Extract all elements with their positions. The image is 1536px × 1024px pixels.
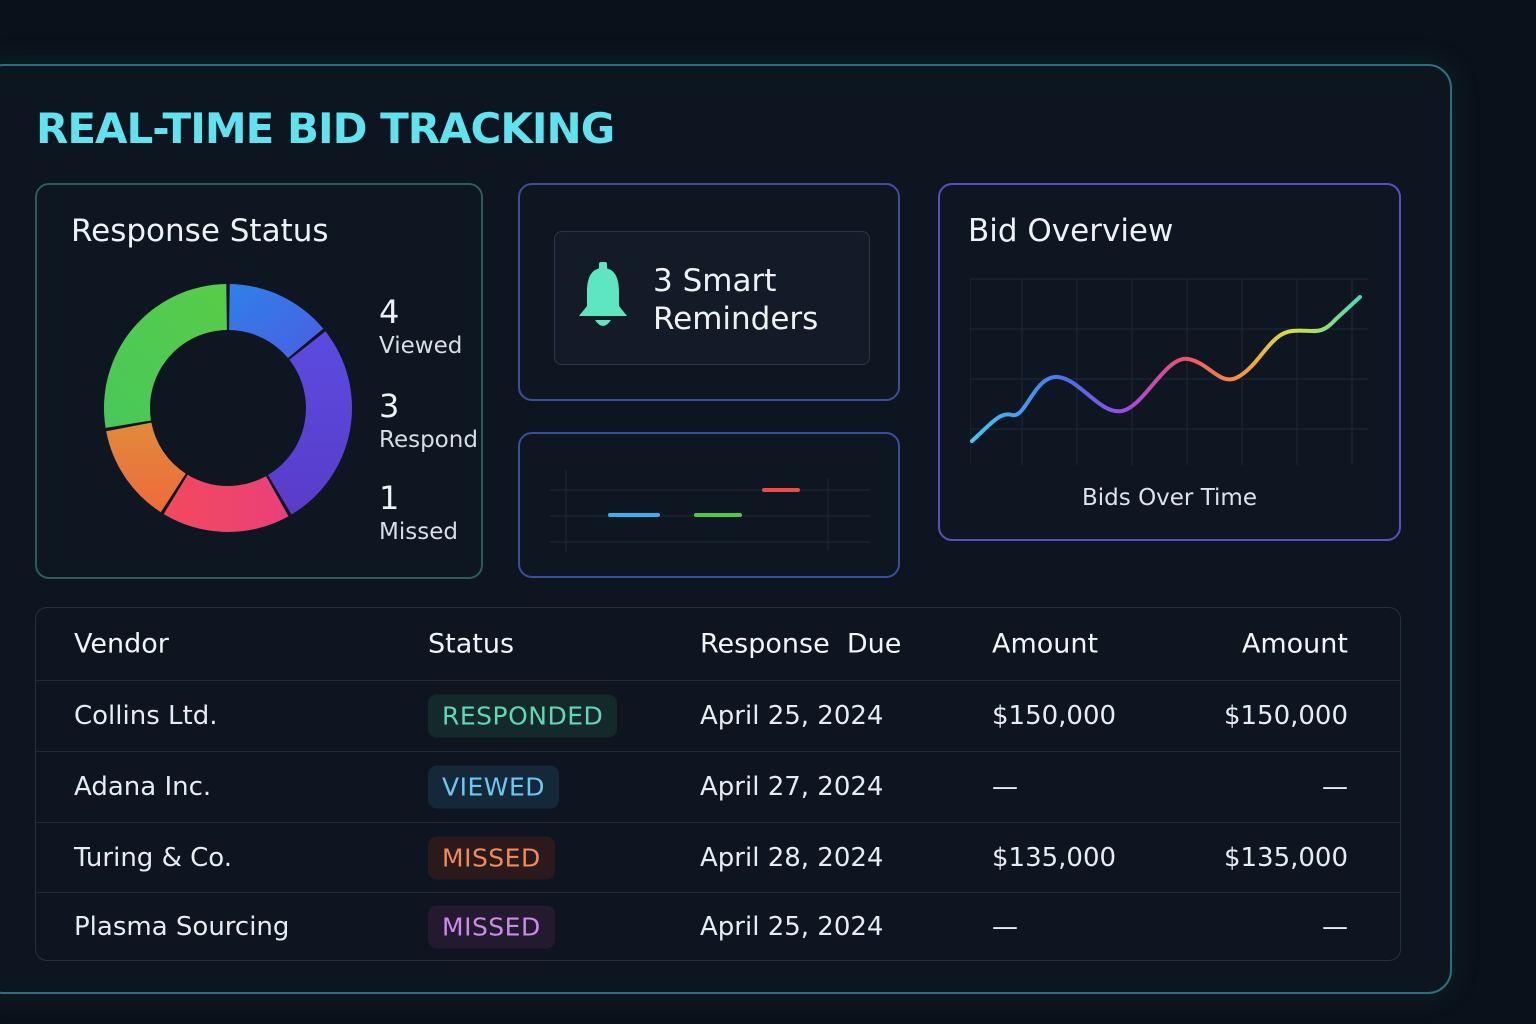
amount-value-2: $135,000: [1223, 842, 1348, 873]
response-status-card: Response Status 4 Viewed 3 Respond 1 Mis…: [35, 183, 483, 579]
amount-value: $150,000: [992, 701, 1117, 731]
stat-viewed-value: 4: [379, 293, 400, 331]
table-header-row: Vendor Status Response Due Amount Amount: [36, 608, 1400, 680]
amount-value-2: —: [1322, 911, 1348, 942]
stat-respond-value: 3: [379, 387, 400, 425]
mini-bar-blue: [608, 513, 660, 517]
bid-overview-title: Bid Overview: [968, 213, 1174, 249]
stat-missed-label: Missed: [379, 519, 458, 545]
response-donut-chart: [104, 284, 352, 532]
donut-segment-blue: [229, 284, 324, 359]
bids-table: Vendor Status Response Due Amount Amount…: [35, 607, 1401, 961]
table-row[interactable]: Adana Inc. VIEWED April 27, 2024 — —: [36, 751, 1400, 822]
stat-respond: 3 Respond: [379, 387, 478, 453]
status-badge-cell: MISSED: [428, 905, 555, 948]
amount-value-2: $150,000: [1223, 701, 1348, 731]
mini-bar-green: [694, 513, 742, 517]
response-status-title: Response Status: [71, 213, 329, 249]
status-badge: MISSED: [428, 905, 555, 948]
table-row[interactable]: Collins Ltd. RESPONDED April 25, 2024 $1…: [36, 680, 1400, 751]
stat-viewed: 4 Viewed: [379, 293, 462, 359]
smart-reminders-card[interactable]: 3 Smart Reminders: [518, 183, 900, 401]
response-due-date: April 27, 2024: [700, 772, 884, 802]
mini-timeline-chart: [550, 470, 870, 552]
table-row[interactable]: Turing & Co. MISSED April 28, 2024 $135,…: [36, 822, 1400, 892]
page-title: REAL-TIME BID TRACKING: [36, 104, 615, 153]
table-row[interactable]: Plasma Sourcing MISSED April 25, 2024 — …: [36, 892, 1400, 960]
response-due-date: April 28, 2024: [700, 842, 884, 873]
bid-overview-caption: Bids Over Time: [1082, 485, 1257, 511]
mini-bar-red: [762, 488, 800, 492]
reminder-box[interactable]: 3 Smart Reminders: [554, 231, 870, 365]
donut-segment-orange: [106, 422, 186, 513]
amount-value: $135,000: [992, 842, 1117, 873]
status-badge-cell: RESPONDED: [428, 694, 618, 738]
header-response-due[interactable]: Response Due: [700, 628, 902, 660]
amount-value-2: —: [1322, 772, 1348, 802]
response-due-date: April 25, 2024: [700, 911, 884, 942]
vendor-name: Turing & Co.: [74, 842, 232, 873]
status-badge: VIEWED: [428, 765, 560, 809]
vendor-name: Collins Ltd.: [74, 701, 218, 731]
bell-icon: [579, 262, 627, 326]
vendor-name: Adana Inc.: [74, 772, 212, 802]
header-amount[interactable]: Amount: [992, 628, 1099, 660]
status-badge-cell: MISSED: [428, 836, 555, 879]
stat-viewed-label: Viewed: [379, 333, 463, 359]
donut-segment-red: [163, 474, 289, 532]
stat-missed: 1 Missed: [379, 479, 458, 545]
bids-over-time-line: [970, 295, 1362, 443]
stat-missed-value: 1: [379, 479, 400, 517]
header-status[interactable]: Status: [428, 628, 515, 660]
header-amount-2[interactable]: Amount: [1241, 628, 1348, 660]
amount-value: —: [992, 911, 1018, 942]
bid-overview-chart: [970, 278, 1368, 465]
header-vendor[interactable]: Vendor: [74, 628, 169, 660]
reminder-text: 3 Smart Reminders: [653, 262, 863, 338]
vendor-name: Plasma Sourcing: [74, 911, 290, 942]
donut-segment-green: [104, 284, 227, 428]
amount-value: —: [992, 772, 1018, 802]
status-badge-cell: VIEWED: [428, 765, 560, 809]
donut-segment-purple: [267, 331, 352, 515]
reminder-text-line1: 3 Smart: [653, 263, 777, 299]
status-badge: MISSED: [428, 836, 555, 879]
response-due-date: April 25, 2024: [700, 701, 884, 731]
status-badge: RESPONDED: [428, 694, 618, 738]
bid-overview-card: Bid Overview: [938, 183, 1401, 541]
mini-timeline-card: [518, 432, 900, 578]
stat-respond-label: Respond: [379, 427, 478, 453]
reminder-text-line2: Reminders: [653, 301, 819, 337]
